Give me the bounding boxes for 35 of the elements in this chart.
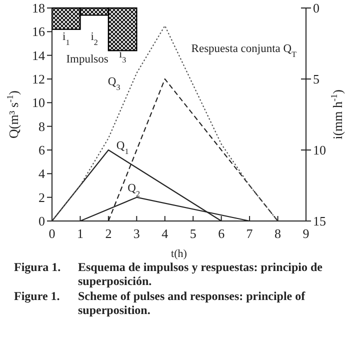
annotation: Q$_{1}$ xyxy=(116,140,129,156)
x-tick-label: 7 xyxy=(246,226,254,241)
y2-tick-label: 15 xyxy=(313,214,326,229)
annotation: Q$_{3}$ xyxy=(108,76,120,92)
y-tick-label: 14 xyxy=(32,48,46,63)
y2-tick-label: 5 xyxy=(313,72,320,87)
y-tick-label: 0 xyxy=(38,214,45,229)
y-tick-label: 16 xyxy=(32,24,46,40)
annotation: i$_{2}$ xyxy=(90,30,98,46)
x-tick-label: 8 xyxy=(274,226,282,241)
y-tick-label: 8 xyxy=(38,118,45,134)
y2-tick-label: 0 xyxy=(313,0,320,16)
y-tick-label: 6 xyxy=(38,142,46,158)
x-tick-label: 5 xyxy=(190,226,196,241)
annotation: i$_{3}$ xyxy=(118,48,126,64)
x-tick-label: 4 xyxy=(162,226,169,241)
y-tick-label: 10 xyxy=(32,95,45,110)
x-axis-title: t(h) xyxy=(171,248,188,260)
x-tick-label: 9 xyxy=(302,226,310,241)
annotation: Q$_{2}$ xyxy=(128,182,140,198)
y-tick-label: 2 xyxy=(38,190,45,205)
annotation: Respuesta conjunta Q$_{T}$ xyxy=(191,42,297,58)
y-tick-label: 18 xyxy=(32,0,45,16)
y-tick-label: 4 xyxy=(38,166,46,182)
x-tick-label: 6 xyxy=(218,226,226,241)
x-tick-label: 0 xyxy=(48,226,56,241)
x-tick-label: 2 xyxy=(105,226,112,241)
annotation: Impulsos xyxy=(66,53,109,66)
y-tick-label: 12 xyxy=(32,72,45,87)
text: Figure 1. Scheme of pulses and responses: principle of superposition. xyxy=(14,289,306,317)
text: Figura 1. Esquema de impulsos y respuestas: principio de superposición. xyxy=(14,260,322,288)
annotation: i$_{1}$ xyxy=(62,30,70,46)
x-tick-label: 3 xyxy=(133,226,140,241)
y2-tick-label: 10 xyxy=(313,142,326,158)
x-tick-label: 1 xyxy=(76,226,84,241)
